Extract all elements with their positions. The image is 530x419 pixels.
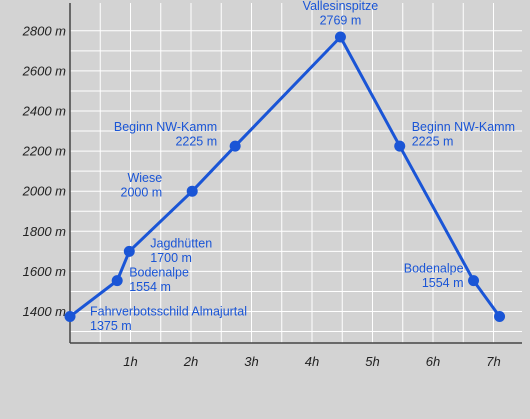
x-tick-label: 6h bbox=[426, 354, 440, 369]
point-name-label: Beginn NW-Kamm bbox=[412, 120, 515, 134]
x-tick-label: 7h bbox=[486, 354, 500, 369]
point-altitude-label: 2225 m bbox=[175, 135, 217, 149]
x-tick-label: 4h bbox=[305, 354, 319, 369]
y-tick-label: 2200 m bbox=[22, 144, 67, 159]
data-point bbox=[64, 311, 76, 323]
point-name-label: Jagdhütten bbox=[150, 236, 212, 250]
point-altitude-label: 2000 m bbox=[121, 186, 163, 200]
x-tick-label: 2h bbox=[183, 354, 198, 369]
point-altitude-label: 2769 m bbox=[320, 14, 362, 28]
y-tick-label: 2000 m bbox=[22, 184, 67, 199]
point-altitude-label: 1375 m bbox=[90, 319, 132, 333]
x-tick-label: 5h bbox=[365, 354, 379, 369]
data-point bbox=[334, 31, 346, 43]
y-tick-label: 2400 m bbox=[22, 104, 67, 119]
y-tick-label: 2800 m bbox=[22, 23, 67, 38]
data-point bbox=[111, 275, 123, 287]
x-tick-label: 1h bbox=[123, 354, 137, 369]
y-tick-label: 1800 m bbox=[23, 224, 67, 239]
data-point bbox=[468, 275, 480, 287]
x-tick-label: 3h bbox=[244, 354, 258, 369]
data-point bbox=[123, 245, 135, 257]
y-tick-label: 2600 m bbox=[22, 63, 67, 78]
point-altitude-label: 1554 m bbox=[422, 276, 464, 290]
point-name-label: Bodenalpe bbox=[129, 266, 189, 280]
point-altitude-label: 1554 m bbox=[129, 280, 171, 294]
data-point bbox=[229, 140, 241, 152]
point-altitude-label: 1700 m bbox=[150, 251, 192, 265]
y-tick-label: 1400 m bbox=[23, 304, 67, 319]
data-point bbox=[394, 140, 406, 152]
point-altitude-label: 2225 m bbox=[412, 135, 454, 149]
data-point bbox=[494, 311, 506, 323]
point-name-label: Fahrverbotsschild Almajurtal bbox=[90, 305, 247, 319]
plot-area bbox=[70, 3, 522, 343]
point-name-label: Vallesinspitze bbox=[303, 0, 379, 13]
point-name-label: Bodenalpe bbox=[404, 262, 464, 276]
point-name-label: Beginn NW-Kamm bbox=[114, 120, 217, 134]
data-point bbox=[186, 185, 198, 197]
y-tick-label: 1600 m bbox=[23, 264, 67, 279]
point-name-label: Wiese bbox=[127, 171, 162, 185]
